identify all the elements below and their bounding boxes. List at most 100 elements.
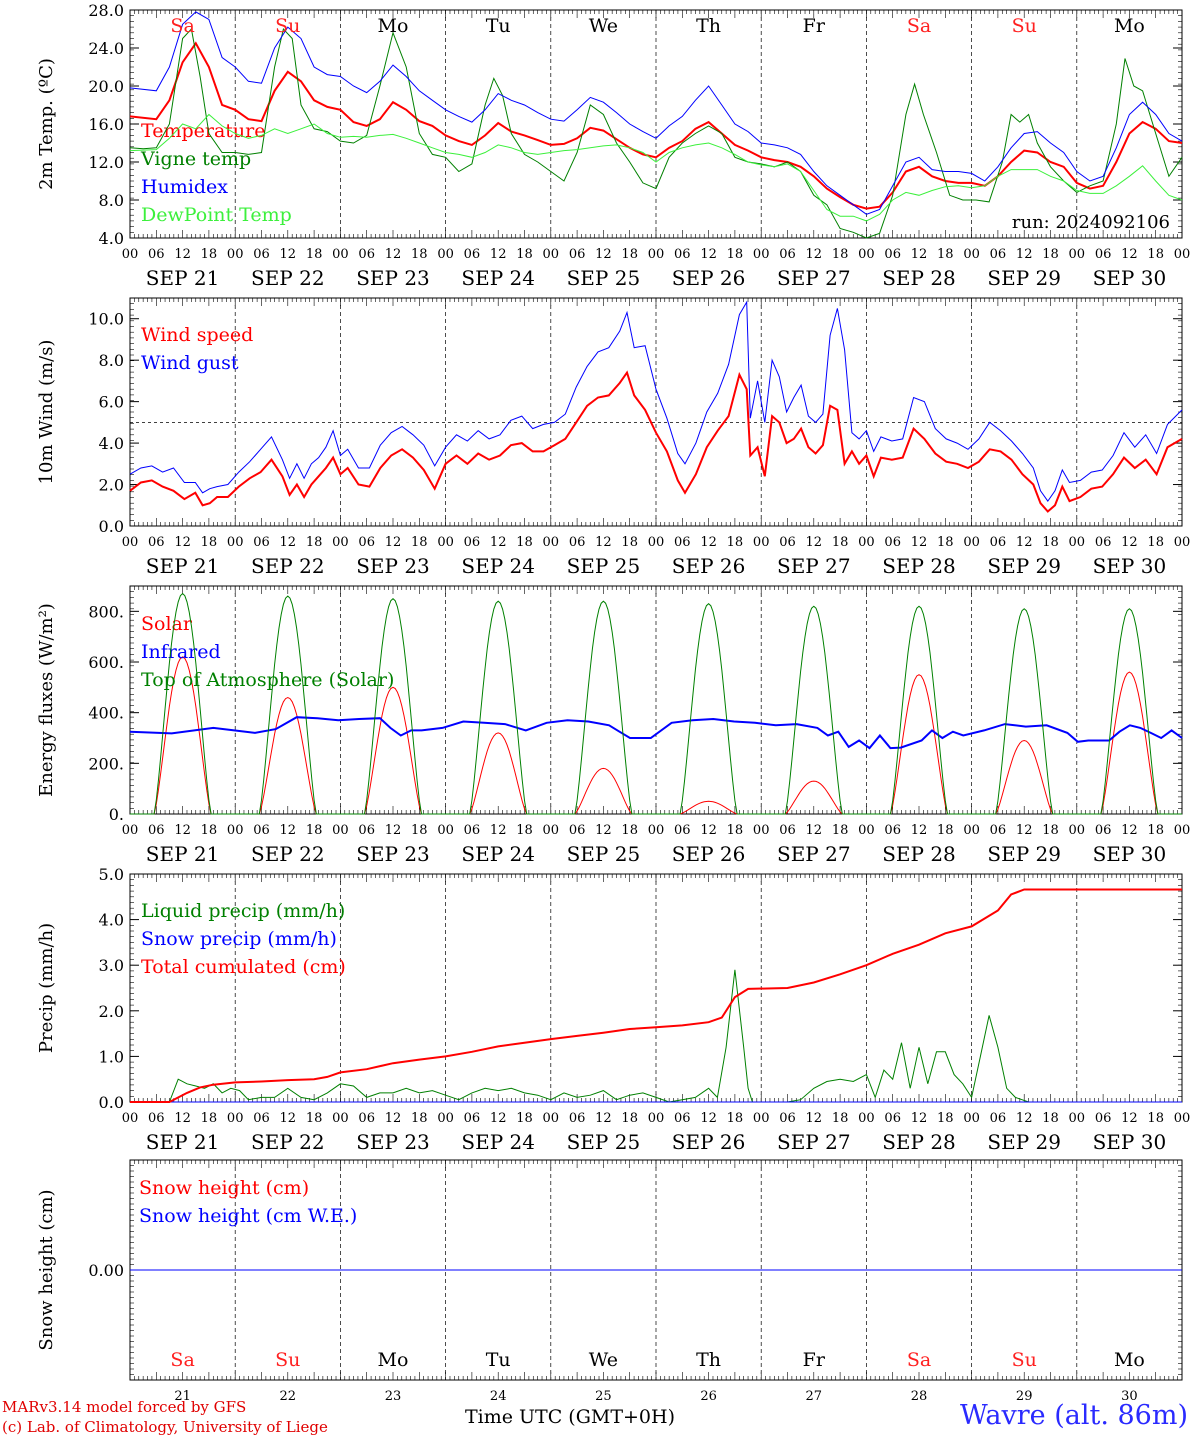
legend-entry: DewPoint Temp [141,204,292,226]
legend-entry: Solar [141,613,193,635]
hour-tick-label: 12 [385,1111,402,1126]
hour-tick-label: 00 [858,823,875,838]
y-tick-label: 0.0 [99,1093,124,1112]
date-label: SEP 27 [777,842,851,866]
hour-tick-label: 12 [1121,1111,1138,1126]
series-line-infrared [129,716,1183,750]
hour-tick-label: 06 [674,823,691,838]
hour-tick-label: 00 [858,247,875,262]
hour-tick-label: 00 [227,823,244,838]
hour-tick-label: 06 [990,535,1007,550]
legend-entry: Liquid precip (mm/h) [141,900,345,922]
date-label: SEP 24 [461,842,535,866]
hour-tick-label: 18 [1042,823,1059,838]
y-tick-label: 16.0 [88,115,124,134]
hour-tick-label: 18 [306,823,323,838]
day-number-label: 26 [700,1389,717,1404]
hour-tick-label: 06 [148,535,165,550]
hour-tick-label: 12 [280,247,297,262]
y-axis-label: 10m Wind (m/s) [36,340,57,485]
hour-tick-label: 18 [306,1111,323,1126]
legend-entry: Vigne temp [140,148,251,170]
hour-tick-label: 18 [411,823,428,838]
date-label: SEP 23 [356,1130,430,1154]
hour-tick-label: 00 [648,1111,665,1126]
hour-tick-label: 00 [963,823,980,838]
hour-tick-label: 12 [700,247,717,262]
date-label: SEP 26 [672,554,746,578]
weekday-label: Fr [803,1349,826,1371]
hour-tick-label: 06 [1095,535,1112,550]
weekday-label: Su [275,1349,300,1371]
panel-3: 0. 200. 400. 600. 800. Energy fluxes (W/m²) 00… [36,585,1191,866]
hour-tick-label: 00 [1174,823,1191,838]
hour-tick-label: 06 [464,1111,481,1126]
series-line-total-cumulated-cm- [130,888,1182,1103]
legend-entry: Wind gust [141,352,239,374]
date-label: SEP 28 [882,266,956,290]
weekday-label: Su [1012,1349,1037,1371]
hour-tick-label: 18 [516,1111,533,1126]
hour-tick-label: 12 [911,823,928,838]
hour-tick-label: 12 [806,535,823,550]
date-label: SEP 21 [146,1130,220,1154]
y-tick-label: 4.0 [99,434,124,453]
hour-tick-label: 12 [700,823,717,838]
hour-tick-label: 00 [963,1111,980,1126]
date-label: SEP 29 [987,266,1061,290]
y-tick-label: 600. [88,653,124,672]
hour-tick-label: 00 [648,823,665,838]
date-label: SEP 28 [882,842,956,866]
y-tick-label: 4.0 [99,229,124,248]
hour-tick-label: 00 [753,535,770,550]
date-label: SEP 21 [146,842,220,866]
hour-tick-label: 12 [1121,247,1138,262]
y-tick-label: 400. [88,704,124,723]
hour-tick-label: 06 [779,823,796,838]
hour-tick-label: 18 [832,823,849,838]
hour-tick-label: 12 [806,1111,823,1126]
hour-tick-label: 18 [727,1111,744,1126]
date-label: SEP 27 [777,554,851,578]
hour-tick-label: 12 [385,535,402,550]
station-title: Wavre (alt. 86m) [960,1400,1188,1431]
hour-tick-label: 18 [306,535,323,550]
hour-tick-label: 06 [569,535,586,550]
y-tick-label: 20.0 [88,77,124,96]
date-label: SEP 30 [1093,554,1167,578]
hour-tick-label: 00 [1069,247,1086,262]
date-label: SEP 22 [251,266,325,290]
hour-tick-label: 18 [1042,535,1059,550]
hour-tick-label: 12 [174,535,191,550]
date-label: SEP 25 [567,1130,641,1154]
hour-tick-label: 18 [727,823,744,838]
hour-tick-label: 18 [201,823,218,838]
hour-tick-label: 18 [937,535,954,550]
legend-entry: Humidex [141,176,228,198]
credit-note: (c) Lab. of Climatology, University of L… [2,1418,328,1436]
day-number-label: 28 [911,1389,928,1404]
hour-tick-label: 00 [437,1111,454,1126]
hour-tick-label: 00 [437,247,454,262]
hour-tick-label: 00 [122,535,139,550]
hour-tick-label: 06 [674,1111,691,1126]
date-label: SEP 22 [251,842,325,866]
hour-tick-label: 12 [490,823,507,838]
hour-tick-label: 18 [411,1111,428,1126]
hour-tick-label: 06 [884,1111,901,1126]
y-tick-label: 8.0 [99,351,124,370]
hour-tick-label: 06 [884,247,901,262]
hour-tick-label: 06 [569,823,586,838]
y-axis-label: Snow height (cm) [36,1189,57,1350]
y-axis-label: Energy fluxes (W/m²) [36,603,57,797]
hour-tick-label: 18 [1042,247,1059,262]
date-label: SEP 24 [461,554,535,578]
series-line-dewpoint-temp [129,113,1183,222]
hour-tick-label: 00 [753,823,770,838]
date-label: SEP 27 [777,266,851,290]
legend-entry: Snow height (cm) [139,1177,309,1199]
hour-tick-label: 06 [569,1111,586,1126]
hour-tick-label: 12 [1016,1111,1033,1126]
y-tick-label: 0. [109,805,124,824]
y-tick-label: 10.0 [88,310,124,329]
